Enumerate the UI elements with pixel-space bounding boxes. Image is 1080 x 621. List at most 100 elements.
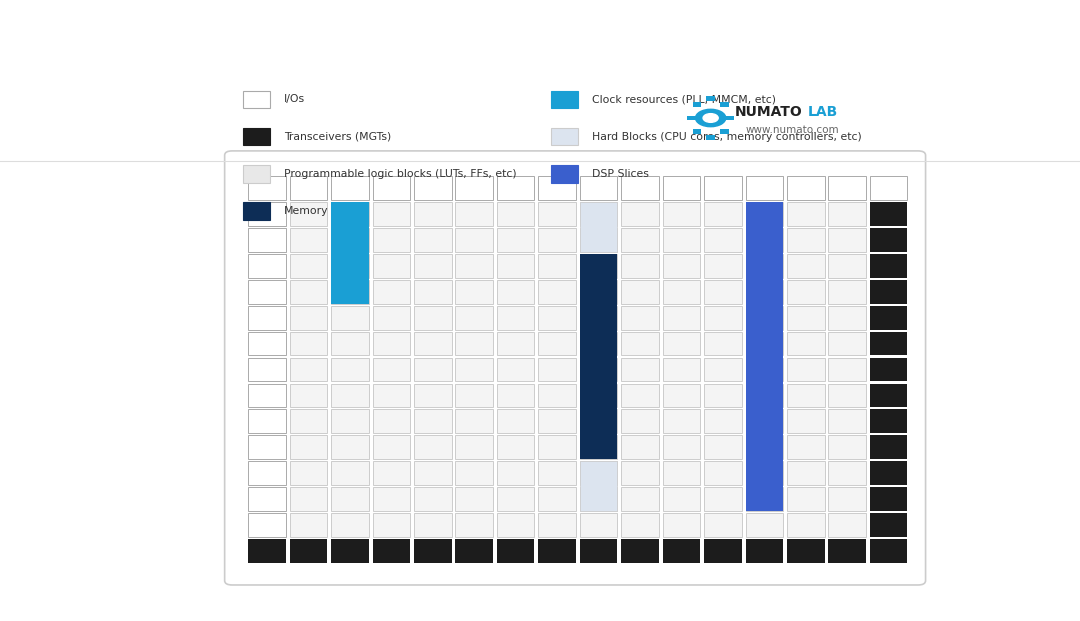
Bar xyxy=(373,461,410,485)
Bar xyxy=(621,358,659,381)
Circle shape xyxy=(696,109,726,127)
Bar xyxy=(332,202,368,304)
Bar xyxy=(828,202,866,226)
Bar xyxy=(787,332,824,355)
Bar xyxy=(538,280,576,304)
Bar xyxy=(580,176,618,200)
Bar xyxy=(243,91,270,108)
Bar xyxy=(497,409,535,433)
Bar xyxy=(720,129,729,134)
Bar xyxy=(373,358,410,381)
Bar xyxy=(704,332,742,355)
Bar xyxy=(248,280,286,304)
Text: Memory: Memory xyxy=(284,206,328,216)
Bar xyxy=(332,384,368,407)
Bar xyxy=(332,461,368,485)
Bar xyxy=(745,280,783,304)
Bar xyxy=(289,228,327,252)
Bar xyxy=(332,513,368,537)
Bar xyxy=(497,280,535,304)
Bar xyxy=(373,176,410,200)
Bar xyxy=(869,202,907,226)
Bar xyxy=(745,202,783,226)
Bar xyxy=(332,409,368,433)
Bar xyxy=(704,254,742,278)
Bar xyxy=(745,384,783,407)
Bar xyxy=(414,358,451,381)
Bar xyxy=(538,228,576,252)
Bar xyxy=(580,461,618,511)
Bar xyxy=(828,332,866,355)
Bar xyxy=(621,409,659,433)
Bar xyxy=(497,176,535,200)
Bar xyxy=(745,332,783,355)
Bar xyxy=(580,254,618,278)
Bar xyxy=(456,539,492,563)
Bar xyxy=(414,487,451,511)
Bar xyxy=(869,461,907,485)
Bar xyxy=(414,202,451,226)
Text: Clock resources (PLL, MMCM, etc): Clock resources (PLL, MMCM, etc) xyxy=(592,94,775,104)
Bar xyxy=(621,332,659,355)
Bar xyxy=(828,487,866,511)
Bar xyxy=(869,176,907,200)
Bar xyxy=(551,165,578,183)
Bar xyxy=(787,254,824,278)
Bar xyxy=(243,165,270,183)
Bar xyxy=(248,409,286,433)
Bar xyxy=(414,539,451,563)
Bar xyxy=(828,280,866,304)
Bar xyxy=(621,513,659,537)
Bar xyxy=(456,461,492,485)
Bar xyxy=(243,202,270,220)
Bar xyxy=(456,332,492,355)
Bar xyxy=(414,461,451,485)
Bar xyxy=(373,280,410,304)
Bar xyxy=(787,435,824,459)
Bar xyxy=(663,358,700,381)
Bar xyxy=(787,228,824,252)
Text: DSP Slices: DSP Slices xyxy=(592,169,649,179)
Bar xyxy=(373,539,410,563)
Bar xyxy=(621,254,659,278)
Bar xyxy=(704,202,742,226)
Bar xyxy=(869,513,907,537)
Bar xyxy=(456,254,492,278)
Bar xyxy=(332,306,368,330)
Bar xyxy=(692,102,701,107)
Bar xyxy=(621,487,659,511)
Bar xyxy=(332,228,368,252)
Bar xyxy=(456,409,492,433)
Bar xyxy=(580,435,618,459)
Bar xyxy=(248,358,286,381)
Bar xyxy=(745,487,783,511)
Bar xyxy=(745,461,783,485)
Text: www.numato.com: www.numato.com xyxy=(745,125,839,135)
Bar xyxy=(869,306,907,330)
Bar xyxy=(580,487,618,511)
Bar xyxy=(869,254,907,278)
Bar xyxy=(497,254,535,278)
Bar xyxy=(869,435,907,459)
Bar xyxy=(704,384,742,407)
Bar xyxy=(373,384,410,407)
Bar xyxy=(621,202,659,226)
Bar xyxy=(663,306,700,330)
Bar xyxy=(248,384,286,407)
Bar xyxy=(869,487,907,511)
Bar xyxy=(704,409,742,433)
Bar xyxy=(248,254,286,278)
Bar xyxy=(538,176,576,200)
Bar xyxy=(828,306,866,330)
Bar xyxy=(580,202,618,226)
Bar xyxy=(745,176,783,200)
Bar xyxy=(621,435,659,459)
Bar xyxy=(497,384,535,407)
Bar xyxy=(828,435,866,459)
Bar xyxy=(289,513,327,537)
Bar xyxy=(248,435,286,459)
Bar xyxy=(580,513,618,537)
Bar xyxy=(580,358,618,381)
Bar xyxy=(704,280,742,304)
Bar xyxy=(332,358,368,381)
